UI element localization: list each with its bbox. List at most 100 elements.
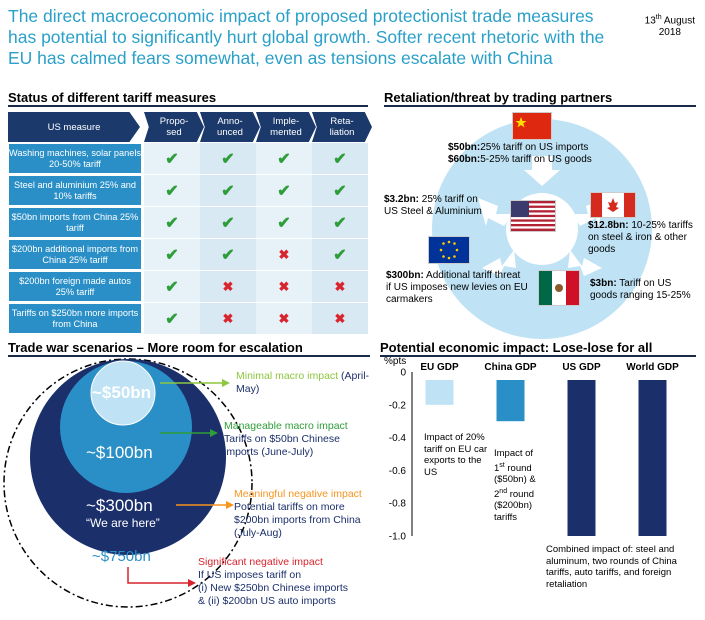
tariff-row: Washing machines, solar panels 20-50% ta… bbox=[8, 143, 372, 174]
tariff-header-proposed: Propo- sed bbox=[144, 112, 204, 142]
tariff-row: $50bn imports from China 25% tariff ✔ ✔ ✔ ✔ bbox=[8, 207, 372, 238]
annotation-china-l3: ($50bn) & bbox=[494, 474, 536, 486]
canada-amount: $12.8bn: bbox=[588, 220, 629, 231]
eu-desc: Additional tariff threat if US imposes n… bbox=[386, 270, 528, 305]
tariff-cell: ✔ bbox=[200, 239, 256, 270]
annotation-meaningful: Meaningful negative impact Potential tar… bbox=[234, 488, 374, 540]
annotation-manageable-tail: Tariffs on $50bn Chinese imports (June-J… bbox=[224, 433, 340, 458]
tariff-row-label: Washing machines, solar panels 20-50% ta… bbox=[8, 143, 142, 174]
canada-desc: 10-25% tariffs on steel & iron & other g… bbox=[588, 220, 693, 255]
canada-retaliation-text: $12.8bn: 10-25% tariffs on steel & iron … bbox=[588, 220, 700, 256]
china-flag-icon bbox=[512, 112, 552, 140]
retaliation-section-title: Retaliation/threat by trading partners bbox=[384, 90, 696, 107]
annotation-minimal-head: Minimal macro impact bbox=[236, 370, 339, 382]
tariff-cell: ✔ bbox=[144, 271, 200, 302]
tariff-cell: ✔ bbox=[144, 175, 200, 206]
check-icon: ✔ bbox=[333, 214, 347, 232]
tariff-cell: ✔ bbox=[200, 175, 256, 206]
date-month: August bbox=[661, 15, 695, 27]
check-icon: ✔ bbox=[333, 246, 347, 264]
steel-retaliation-text: $3.2bn: 25% tariff on US Steel & Alumini… bbox=[384, 194, 484, 218]
date-day: 13 bbox=[644, 15, 656, 27]
canada-flag-icon bbox=[590, 192, 636, 218]
date-year: 2018 bbox=[658, 27, 681, 39]
check-icon: ✔ bbox=[165, 278, 179, 296]
steel-amount: $3.2bn: bbox=[384, 194, 420, 205]
check-icon: ✔ bbox=[165, 182, 179, 200]
y-tick-label: -0.4 bbox=[389, 433, 407, 444]
tariff-header-measure: US measure bbox=[8, 112, 140, 142]
cross-icon: ✖ bbox=[278, 310, 290, 326]
cross-icon: ✖ bbox=[278, 278, 290, 294]
label-we-are-here: “We are here” bbox=[86, 516, 160, 530]
tariff-row-label: Tariffs on $250bn more imports from Chin… bbox=[8, 303, 142, 334]
mexico-retaliation-text: $3bn: Tariff on US goods ranging 15-25% bbox=[590, 278, 698, 302]
bar-us-gdp bbox=[567, 380, 596, 536]
y-tick-label: -0.6 bbox=[389, 466, 407, 477]
date-suffix: th bbox=[655, 14, 662, 21]
china-amount-1: $50bn: bbox=[448, 142, 481, 153]
tariff-cell: ✔ bbox=[312, 143, 368, 174]
y-tick-label: -1.0 bbox=[389, 532, 407, 543]
cross-icon: ✖ bbox=[222, 278, 234, 294]
check-icon: ✔ bbox=[221, 246, 235, 264]
label-100bn: ~$100bn bbox=[86, 443, 153, 462]
tariff-cell: ✖ bbox=[312, 303, 368, 334]
date: 13th August 2018 bbox=[645, 12, 695, 39]
annotation-china-l5: ($200bn) bbox=[494, 500, 533, 512]
tariff-cell: ✖ bbox=[256, 239, 312, 270]
tariff-cell: ✔ bbox=[200, 143, 256, 174]
tariff-cell: ✔ bbox=[144, 239, 200, 270]
eu-amount: $300bn: bbox=[386, 270, 424, 281]
category-label: World GDP bbox=[626, 362, 679, 373]
china-desc-1: 25% tariff on US imports bbox=[480, 142, 589, 153]
annotation-china-l2-post: round bbox=[504, 462, 532, 474]
tariff-row-label: $50bn imports from China 25% tariff bbox=[8, 207, 142, 238]
tariff-cell: ✔ bbox=[256, 207, 312, 238]
cross-icon: ✖ bbox=[278, 246, 290, 262]
check-icon: ✔ bbox=[277, 150, 291, 168]
bar-china-gdp bbox=[496, 380, 525, 422]
tariff-row: Tariffs on $250bn more imports from Chin… bbox=[8, 303, 372, 334]
tariff-header-announced: Anno- unced bbox=[200, 112, 260, 142]
tariff-cell: ✔ bbox=[312, 207, 368, 238]
mexico-flag-icon bbox=[538, 270, 580, 306]
check-icon: ✔ bbox=[165, 246, 179, 264]
annotation-combined: Combined impact of: steel and aluminum, … bbox=[546, 544, 677, 590]
cross-icon: ✖ bbox=[334, 310, 346, 326]
impact-chart-title: Potential economic impact: Lose-lose for… bbox=[380, 340, 696, 357]
tariff-cell: ✖ bbox=[312, 271, 368, 302]
y-tick-label: -0.2 bbox=[389, 400, 407, 411]
annotation-minimal: Minimal macro impact (April-May) bbox=[236, 370, 376, 396]
mexico-desc: Tariff on US goods ranging 15-25% bbox=[590, 278, 691, 301]
china-desc-2: 5-25% tariff on US goods bbox=[480, 154, 592, 165]
tariff-cell: ✔ bbox=[256, 143, 312, 174]
tariff-row: $200bn additional imports from China 25%… bbox=[8, 239, 372, 270]
y-tick-label: 0 bbox=[400, 368, 406, 379]
steel-desc: 25% tariff on US Steel & Aluminium bbox=[384, 194, 482, 217]
annotation-meaningful-tail: Potential tariffs on more $200bn imports… bbox=[234, 501, 361, 539]
annotation-china-l4-post: round bbox=[507, 488, 535, 500]
eu-flag-icon bbox=[428, 236, 470, 264]
tariff-row-label: $200bn foreign made autos 25% tariff bbox=[8, 271, 142, 302]
tariff-cell: ✖ bbox=[256, 303, 312, 334]
impact-bar-chart: 0 -0.2 -0.4 -0.6 -0.8 -1.0 EU GDP China GDP US G… bbox=[389, 362, 679, 543]
tariff-cell: ✖ bbox=[256, 271, 312, 302]
tariff-cell: ✖ bbox=[200, 271, 256, 302]
check-icon: ✔ bbox=[277, 214, 291, 232]
check-icon: ✔ bbox=[221, 214, 235, 232]
headline: The direct macroeconomic impact of propo… bbox=[8, 6, 605, 68]
tariff-row: $200bn foreign made autos 25% tariff ✔ ✖ ✖ ✖ bbox=[8, 271, 372, 302]
tariff-row-label: $200bn additional imports from China 25%… bbox=[8, 239, 142, 270]
check-icon: ✔ bbox=[333, 150, 347, 168]
category-label: China GDP bbox=[484, 362, 537, 373]
usa-flag-icon bbox=[510, 200, 556, 232]
check-icon: ✔ bbox=[165, 150, 179, 168]
tariff-header-implemented: Imple- mented bbox=[256, 112, 316, 142]
annotation-china-l1: Impact of bbox=[494, 448, 534, 459]
scenarios-section-title: Trade war scenarios – More room for esca… bbox=[8, 340, 370, 357]
check-icon: ✔ bbox=[165, 214, 179, 232]
check-icon: ✔ bbox=[165, 310, 179, 328]
cross-icon: ✖ bbox=[222, 310, 234, 326]
tariff-cell: ✔ bbox=[144, 207, 200, 238]
